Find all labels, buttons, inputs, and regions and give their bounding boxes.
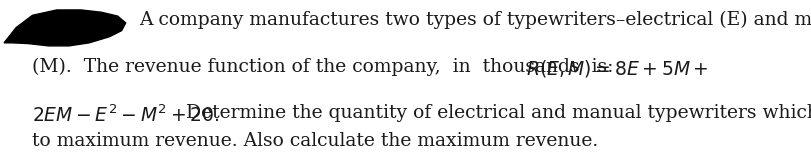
Text: (M).  The revenue function of the company,  in  thousands  is:: (M). The revenue function of the company… bbox=[32, 58, 626, 76]
Text: A company manufactures two types of typewriters–electrical (E) and manual: A company manufactures two types of type… bbox=[139, 11, 811, 29]
Text: to maximum revenue. Also calculate the maximum revenue.: to maximum revenue. Also calculate the m… bbox=[32, 132, 599, 150]
Text: $R(E,M) = 8E + 5M +$: $R(E,M) = 8E + 5M +$ bbox=[526, 58, 708, 79]
Text: Determine the quantity of electrical and manual typewriters which lead: Determine the quantity of electrical and… bbox=[180, 104, 811, 122]
Polygon shape bbox=[4, 10, 126, 46]
Text: $2EM - E^2 - M^2 + 20.$: $2EM - E^2 - M^2 + 20.$ bbox=[32, 104, 220, 126]
